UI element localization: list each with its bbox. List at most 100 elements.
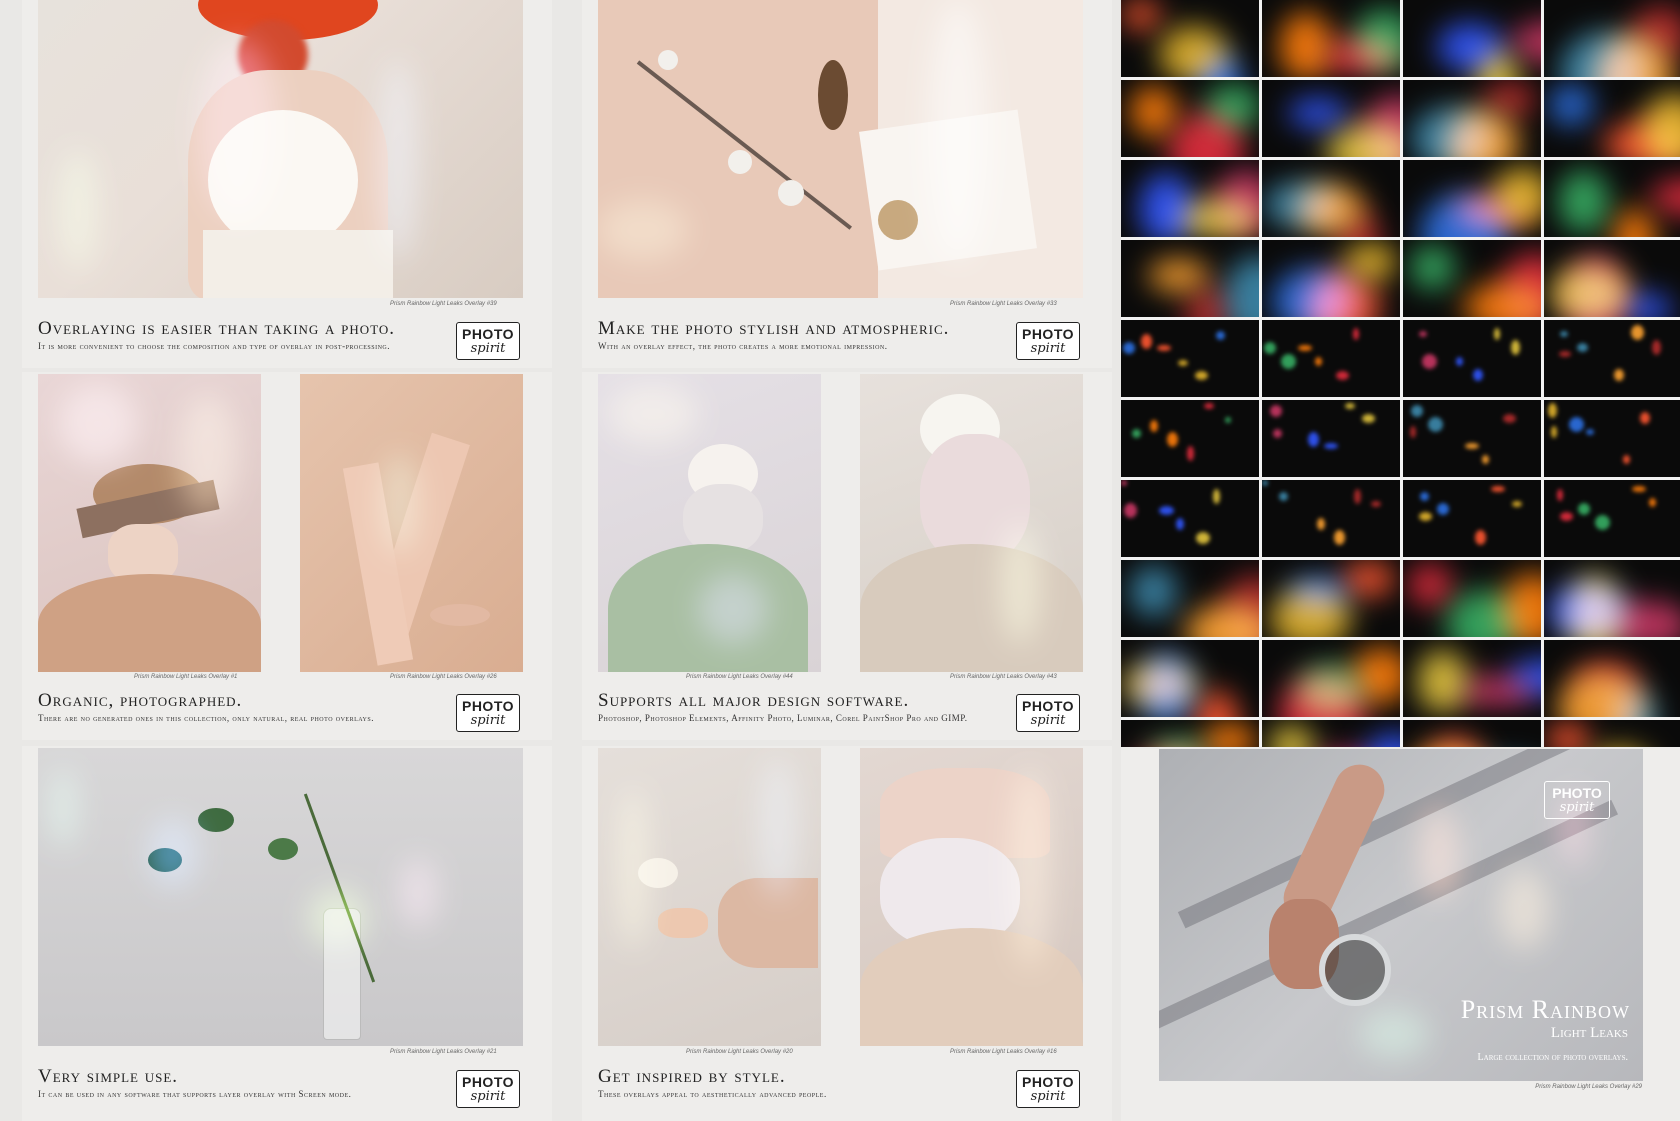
panel-organic: Prism Rainbow Light Leaks Overlay #1 Pri… — [22, 372, 552, 740]
overlay-thumbnail — [1121, 0, 1259, 77]
logo-line1: PHOTO — [1021, 1074, 1075, 1090]
logo-line1: PHOTO — [1021, 326, 1075, 342]
panel-subtitle: These overlays appeal to aesthetically a… — [598, 1089, 827, 1099]
panel-software: Prism Rainbow Light Leaks Overlay #44 Pr… — [582, 372, 1112, 740]
overlay-thumbnail — [1262, 640, 1400, 717]
overlay-caption: Prism Rainbow Light Leaks Overlay #39 — [390, 301, 497, 307]
overlay-caption: Prism Rainbow Light Leaks Overlay #33 — [950, 301, 1057, 307]
overlay-thumbnail — [1262, 160, 1400, 237]
overlay-caption: Prism Rainbow Light Leaks Overlay #26 — [390, 674, 497, 680]
logo-line2: spirit — [1559, 800, 1595, 815]
photo-hands-glass — [1159, 749, 1643, 1081]
overlay-thumbnail — [1544, 240, 1680, 317]
logo-line1: PHOTO — [461, 1074, 515, 1090]
overlay-thumbnail — [1544, 320, 1680, 397]
photo-spirit-logo: PHOTO spirit — [456, 322, 520, 360]
logo-line2: spirit — [1030, 713, 1066, 728]
photo-woman-hat-peonies — [38, 0, 523, 298]
overlay-thumbnail — [1403, 480, 1541, 557]
photo-woman-beret — [38, 374, 261, 672]
overlay-caption: Prism Rainbow Light Leaks Overlay #29 — [1535, 1084, 1642, 1090]
photo-spirit-logo-white: PHOTO spirit — [1544, 781, 1610, 819]
overlay-thumbnail — [1403, 320, 1541, 397]
photo-spirit-logo: PHOTO spirit — [456, 1070, 520, 1108]
photo-eucalyptus-vase — [38, 748, 523, 1046]
photo-legs-heels — [300, 374, 523, 672]
photo-woman-white-rose — [860, 374, 1083, 672]
panel-stylish: Prism Rainbow Light Leaks Overlay #33 Ma… — [582, 0, 1112, 368]
overlay-thumbnail — [1403, 240, 1541, 317]
overlay-caption: Prism Rainbow Light Leaks Overlay #1 — [134, 674, 238, 680]
photo-woman-bucket-hat — [860, 748, 1083, 1046]
panel-subtitle: With an overlay effect, the photo create… — [598, 341, 888, 351]
overlay-thumbnail — [1121, 640, 1259, 717]
overlay-caption: Prism Rainbow Light Leaks Overlay #21 — [390, 1049, 497, 1055]
panel-title: Very simple use. — [38, 1066, 179, 1087]
overlay-caption: Prism Rainbow Light Leaks Overlay #43 — [950, 674, 1057, 680]
panel-title: Overlaying is easier than taking a photo… — [38, 318, 396, 339]
feature-panel: PHOTO spirit Prism Rainbow Light Leaks L… — [1121, 747, 1680, 1121]
overlay-thumbnail — [1544, 560, 1680, 637]
overlay-thumbnail — [1403, 640, 1541, 717]
overlay-thumbnail — [1262, 560, 1400, 637]
panel-inspired: Prism Rainbow Light Leaks Overlay #20 Pr… — [582, 746, 1112, 1121]
logo-line2: spirit — [1030, 1089, 1066, 1104]
overlay-caption: Prism Rainbow Light Leaks Overlay #20 — [686, 1049, 793, 1055]
overlay-thumbnail — [1403, 80, 1541, 157]
panel-subtitle: It can be used in any software that supp… — [38, 1089, 352, 1099]
overlay-thumbnail — [1544, 640, 1680, 717]
overlay-thumbnail — [1403, 560, 1541, 637]
panel-subtitle: There are no generated ones in this coll… — [38, 713, 374, 723]
logo-line1: PHOTO — [1552, 785, 1602, 801]
panel-title: Organic, photographed. — [38, 690, 243, 711]
logo-line2: spirit — [470, 713, 506, 728]
product-subtitle: Light Leaks — [1550, 1025, 1628, 1041]
overlay-thumbnail — [1121, 400, 1259, 477]
logo-line2: spirit — [470, 1089, 506, 1104]
overlay-thumbnail — [1121, 320, 1259, 397]
overlay-thumbnail — [1544, 80, 1680, 157]
photo-spirit-logo: PHOTO spirit — [1016, 1070, 1080, 1108]
panel-title: Supports all major design software. — [598, 690, 910, 711]
photo-flatlay-branches — [598, 0, 1083, 298]
overlay-thumbnail — [1544, 400, 1680, 477]
product-title: Prism Rainbow — [1460, 995, 1630, 1024]
overlay-thumbnail — [1262, 240, 1400, 317]
photo-spirit-logo: PHOTO spirit — [1016, 322, 1080, 360]
overlay-thumbnail — [1121, 480, 1259, 557]
panel-overlaying: Prism Rainbow Light Leaks Overlay #39 Ov… — [22, 0, 552, 368]
photo-woman-flowers-face — [598, 374, 821, 672]
overlay-thumbnail — [1403, 400, 1541, 477]
photo-spirit-logo: PHOTO spirit — [1016, 694, 1080, 732]
overlay-thumbnail — [1262, 400, 1400, 477]
logo-line1: PHOTO — [461, 698, 515, 714]
photo-hand-flowers — [598, 748, 821, 1046]
overlay-thumbnail — [1544, 480, 1680, 557]
overlay-thumbnail — [1121, 240, 1259, 317]
overlay-thumbnail — [1403, 0, 1541, 77]
overlay-thumbnail — [1262, 320, 1400, 397]
overlay-thumbnail — [1544, 160, 1680, 237]
product-tagline: Large collection of photo overlays. — [1477, 1052, 1628, 1063]
overlay-thumbnail — [1403, 160, 1541, 237]
overlay-thumbnail — [1262, 80, 1400, 157]
overlay-caption: Prism Rainbow Light Leaks Overlay #44 — [686, 674, 793, 680]
overlay-thumbnail — [1262, 0, 1400, 77]
overlay-thumbnail — [1121, 560, 1259, 637]
overlay-caption: Prism Rainbow Light Leaks Overlay #16 — [950, 1049, 1057, 1055]
logo-line1: PHOTO — [1021, 698, 1075, 714]
panel-title: Get inspired by style. — [598, 1066, 786, 1087]
logo-line1: PHOTO — [461, 326, 515, 342]
overlay-thumbnail — [1544, 0, 1680, 77]
panel-subtitle: Photoshop, Photoshop Elements, Affinity … — [598, 713, 968, 723]
overlay-thumbnail — [1121, 160, 1259, 237]
overlay-thumbnail-grid — [1121, 0, 1680, 797]
panel-title: Make the photo stylish and atmospheric. — [598, 318, 950, 339]
overlay-thumbnail — [1262, 480, 1400, 557]
panel-simple-use: Prism Rainbow Light Leaks Overlay #21 Ve… — [22, 746, 552, 1121]
photo-spirit-logo: PHOTO spirit — [456, 694, 520, 732]
logo-line2: spirit — [1030, 341, 1066, 356]
panel-subtitle: It is more convenient to choose the comp… — [38, 341, 391, 351]
logo-line2: spirit — [470, 341, 506, 356]
overlay-thumbnail — [1121, 80, 1259, 157]
